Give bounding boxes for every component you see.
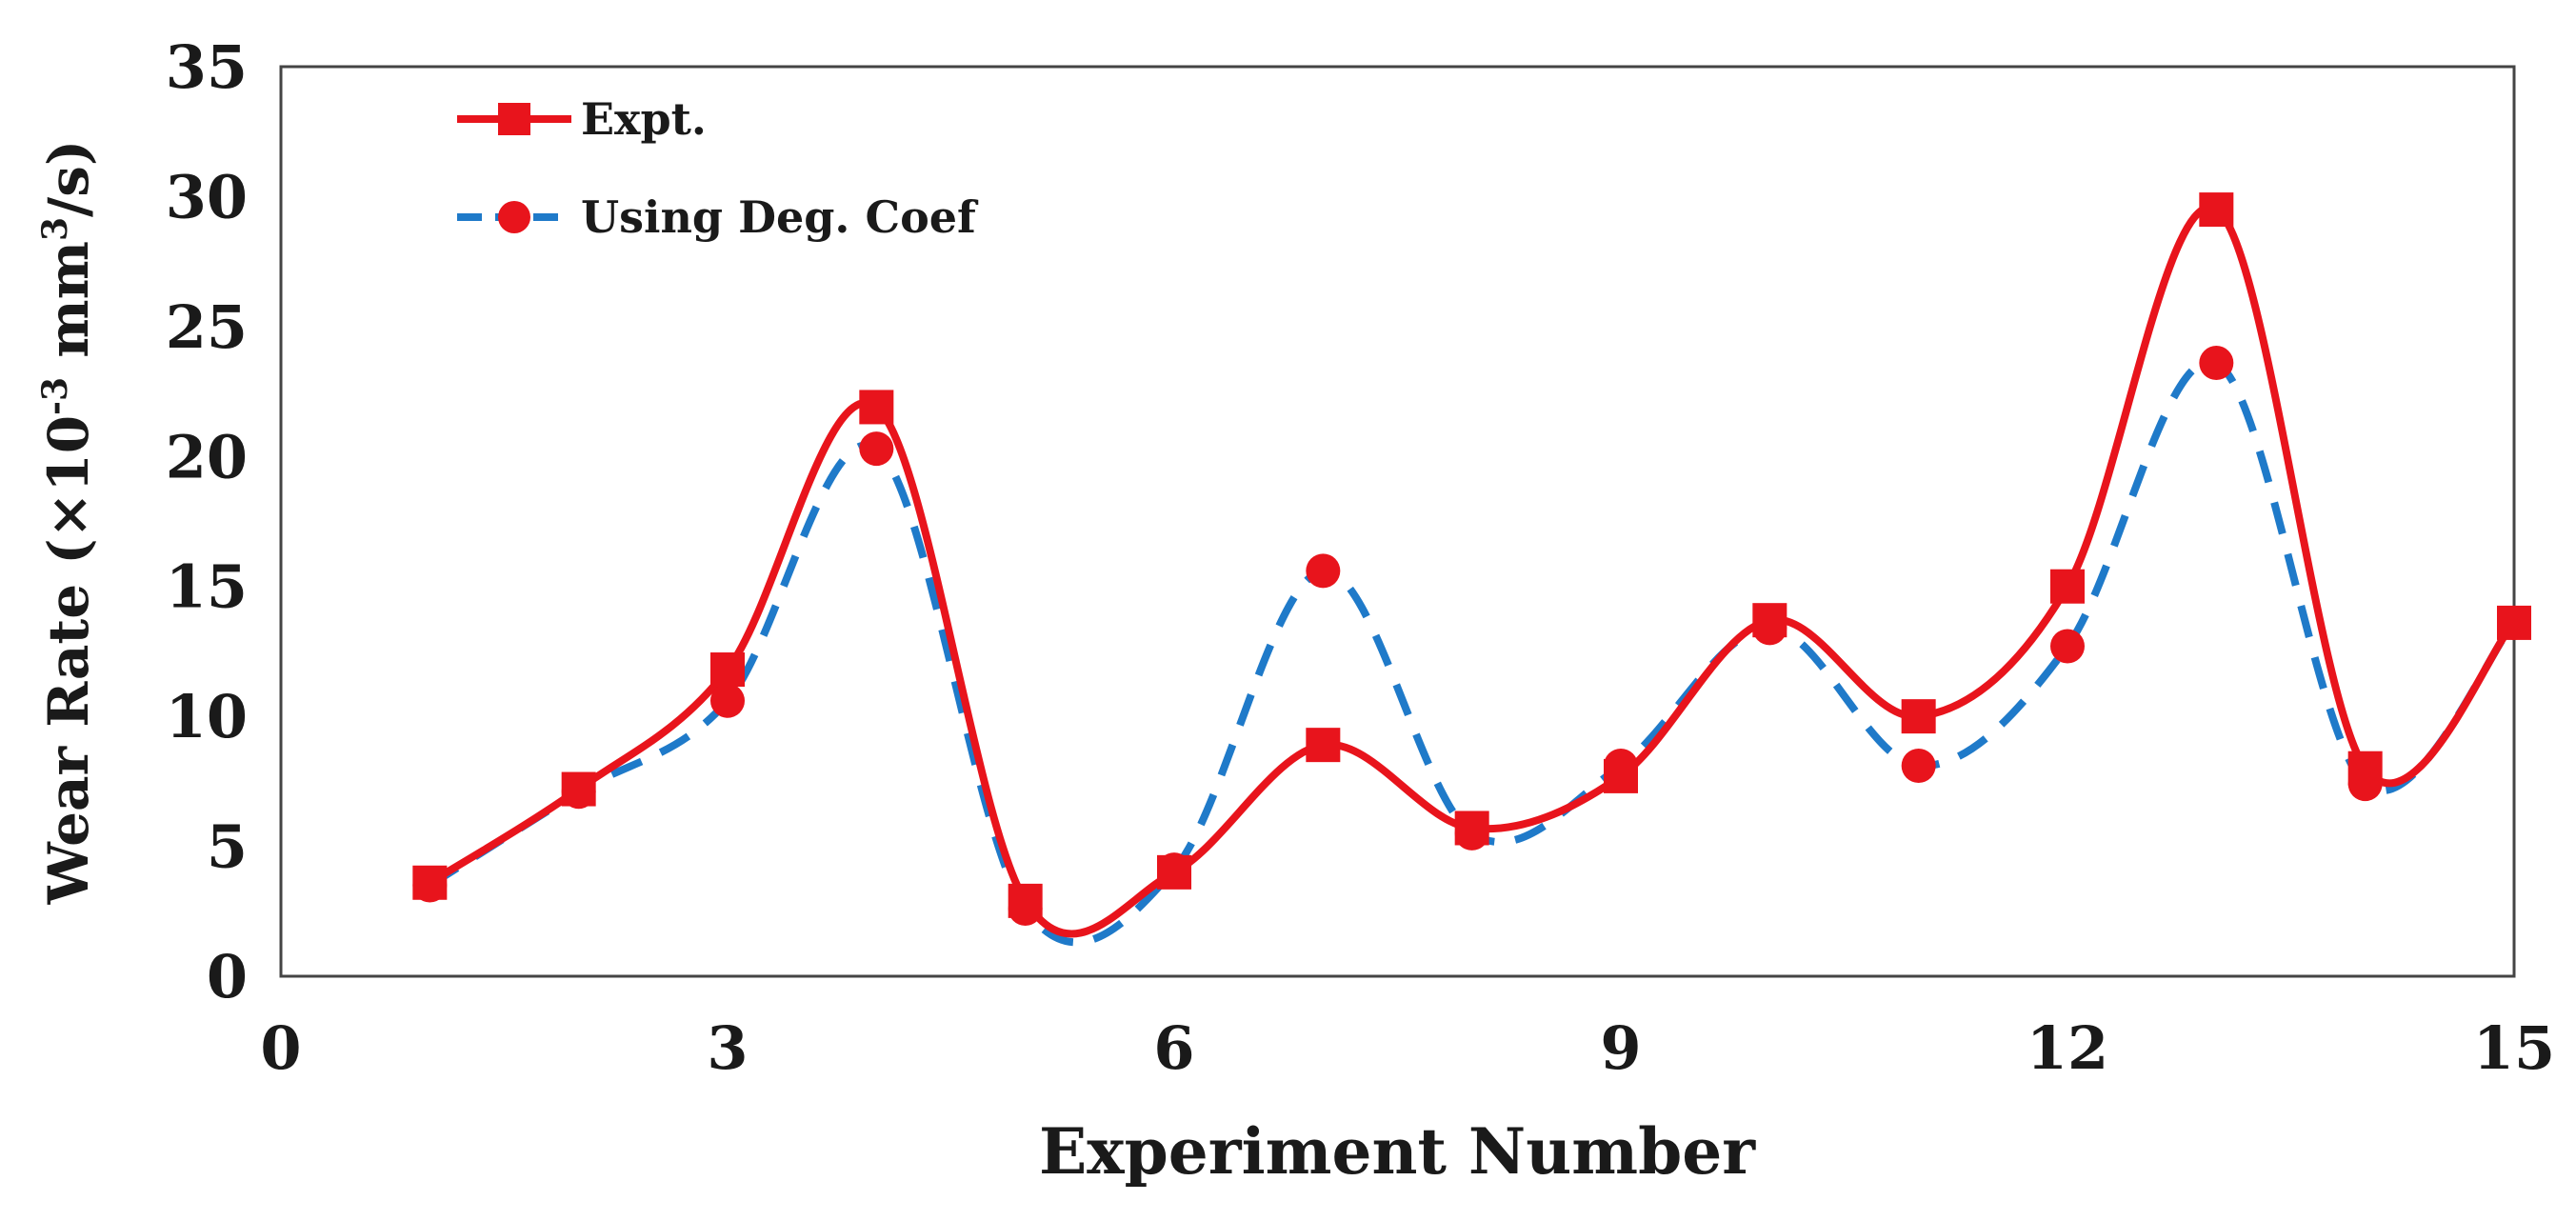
- plot-area-frame: [279, 65, 2516, 978]
- x-tick-label: 6: [1153, 1013, 1194, 1083]
- y-axis-title-exponent-2: 3: [35, 217, 75, 241]
- y-axis-title: Wear Rate (×10-3 mm3/s): [35, 140, 101, 906]
- deg-coef-point: [710, 683, 745, 718]
- deg-coef-point: [859, 431, 894, 467]
- y-tick-label: 35: [166, 32, 248, 102]
- deg-coef-point: [1306, 553, 1341, 589]
- y-axis-title-unit: mm: [36, 241, 101, 377]
- expt-point: [1157, 854, 1191, 890]
- expt-point: [859, 390, 894, 425]
- expt-point: [1901, 699, 1936, 734]
- x-tick-label: 0: [260, 1013, 301, 1083]
- expt-point: [412, 865, 448, 900]
- expt-point: [2347, 751, 2383, 786]
- y-tick-label: 0: [207, 942, 248, 1011]
- deg-coef-point: [2050, 629, 2085, 664]
- x-axis-title: Experiment Number: [1039, 1114, 1756, 1189]
- expt-point: [561, 771, 596, 807]
- y-tick-label: 5: [207, 812, 248, 882]
- y-axis-title-main: Wear Rate (×10: [36, 415, 101, 905]
- legend-expt-marker: [498, 103, 530, 135]
- x-tick-label: 9: [1600, 1013, 1641, 1083]
- legend: Expt. Using Deg. Coef: [457, 93, 979, 243]
- expt-point: [2199, 192, 2234, 228]
- y-tick-label: 10: [166, 682, 248, 751]
- expt-point: [1604, 758, 1638, 793]
- y-tick-label: 30: [166, 162, 248, 231]
- x-tick-label: 12: [2027, 1013, 2108, 1083]
- y-tick-label: 20: [166, 422, 248, 491]
- expt-point: [1306, 728, 1341, 763]
- deg-coef-point: [1901, 748, 1936, 783]
- y-tick-label: 15: [166, 552, 248, 622]
- legend-deg-coef-label: Using Deg. Coef: [581, 191, 979, 243]
- deg-coef-point: [2199, 346, 2234, 381]
- expt-point: [2497, 605, 2531, 640]
- x-tick-label: 3: [707, 1013, 748, 1083]
- x-tick-label: 15: [2473, 1013, 2555, 1083]
- legend-deg-coef-marker: [498, 201, 530, 233]
- expt-point: [2050, 569, 2085, 604]
- x-axis-ticks: 0 3 6 9 12 15: [260, 1013, 2555, 1083]
- legend-expt-label: Expt.: [581, 93, 707, 145]
- expt-point: [1454, 811, 1489, 846]
- expt-point: [1752, 603, 1787, 638]
- y-axis-title-exponent-1: -3: [35, 377, 75, 415]
- expt-point: [710, 652, 745, 688]
- series-layer: [412, 192, 2531, 947]
- y-tick-label: 25: [166, 292, 248, 362]
- expt-point: [1008, 883, 1043, 918]
- y-axis-title-end: /s): [36, 140, 101, 217]
- y-axis-ticks: 0 5 10 15 20 25 30 35: [166, 32, 248, 1011]
